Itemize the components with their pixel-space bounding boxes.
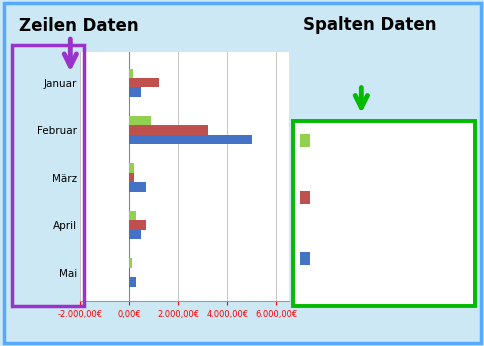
Text: Zeilen Daten: Zeilen Daten [19,17,139,35]
Text: Spalten Daten: Spalten Daten [302,16,436,34]
Bar [129,220,146,230]
Bar [129,268,130,277]
Text: Jahresübersicht
Einnahmen: Jahresübersicht Einnahmen [313,252,386,271]
Text: Jahresübersicht
Gewinn/Verlust: Jahresübersicht Gewinn/Verlust [313,134,386,153]
Bar [129,173,134,182]
Bar [129,230,141,239]
Bar [129,116,151,126]
Bar [129,126,207,135]
Bar [129,135,251,144]
Bar [129,163,134,173]
Bar [129,78,158,88]
Bar [129,88,141,97]
Bar [129,182,146,192]
Bar [129,277,136,287]
Text: JahresübersichtAusgaben: JahresübersichtAusgaben [313,191,433,200]
Bar [129,258,131,268]
Bar [129,211,136,220]
Bar [129,69,133,78]
